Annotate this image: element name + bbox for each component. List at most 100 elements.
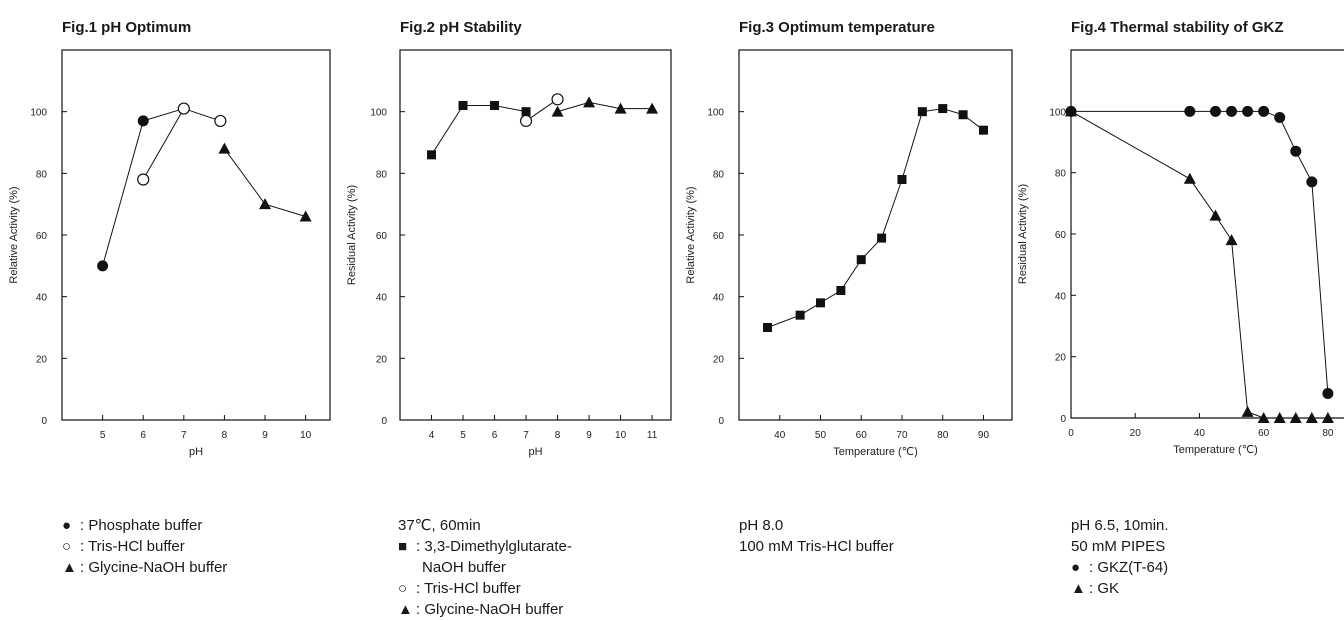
fig2-title: Fig.2 pH Stability [400, 19, 522, 36]
y-axis-label: Residual Activity (%) [1017, 184, 1029, 284]
data-point-filled-triangle [1241, 405, 1254, 417]
fig1-legend-tris: ○: Tris-HCl buffer [62, 536, 227, 557]
y-tick-label: 0 [1060, 414, 1066, 425]
filled-triangle-icon: ▲ [1071, 580, 1086, 597]
x-tick-label: 80 [1322, 428, 1334, 439]
x-tick-label: 10 [300, 430, 312, 441]
data-point-filled-square [815, 298, 825, 308]
data-point-filled-triangle [583, 96, 596, 108]
fig1-notes: ● : Phosphate buffer ○: Tris-HCl buffer ▲… [62, 515, 227, 578]
x-tick-label: 60 [1258, 428, 1270, 439]
data-point-open-circle [214, 114, 227, 128]
data-point-filled-square [897, 175, 907, 184]
x-tick-label: 8 [222, 430, 228, 441]
x-tick-label: 6 [140, 430, 146, 441]
data-point-open-circle [137, 173, 150, 186]
x-tick-label: 80 [937, 430, 949, 441]
fig3-note-buffer: 100 mM Tris-HCl buffer [739, 538, 894, 555]
x-tick-label: 7 [523, 430, 529, 441]
legend-label: : Phosphate buffer [80, 517, 203, 534]
x-tick-label: 8 [555, 430, 561, 441]
fig1-legend-phosphate: ● : Phosphate buffer [62, 515, 227, 536]
filled-triangle-icon: ▲ [398, 601, 413, 618]
data-point-filled-square [917, 107, 927, 117]
x-tick-label: 60 [856, 430, 868, 441]
series-line [102, 108, 184, 266]
y-axis-label: Residual Activity (%) [346, 185, 358, 285]
y-tick-label: 20 [36, 354, 48, 365]
data-point-filled-circle [1258, 105, 1270, 117]
fig2-chart: 0 20 40 60 80 100 4 5 6 7 8 9 10 11 pH Residual Activit… [346, 49, 672, 458]
data-point-filled-triangle [1273, 412, 1286, 423]
plot-frame [61, 49, 331, 421]
fig2-legend-glycine: ▲: Glycine-NaOH buffer [398, 599, 572, 620]
fig2-notes: 37℃, 60min ■: 3,3-Dimethylglutarate- NaO… [398, 515, 572, 620]
y-tick-label: 20 [1055, 353, 1067, 364]
panel-fig2: Fig.2 pH Stability 0 20 40 60 80 100 4 5 6 7 8 9 10 1… [340, 0, 680, 618]
x-tick-label: 5 [100, 430, 106, 441]
data-point-filled-square [938, 104, 948, 114]
data-point-filled-circle [1306, 176, 1318, 188]
data-point-filled-triangle [1321, 412, 1334, 423]
filled-circle-icon: ● [1071, 559, 1081, 576]
series-line [557, 101, 653, 113]
x-tick-label: 50 [815, 430, 827, 441]
fig4-note-buffer: 50 mM PIPES [1071, 538, 1166, 555]
data-point-filled-triangle [1225, 234, 1238, 246]
y-tick-label: 0 [41, 416, 47, 427]
data-point-filled-square [836, 286, 846, 295]
y-tick-label: 40 [376, 293, 388, 304]
data-point-filled-circle [1226, 105, 1238, 117]
data-point-filled-triangle [1065, 105, 1077, 117]
x-tick-label: 9 [262, 430, 268, 441]
series-line [1071, 110, 1329, 394]
y-tick-label: 60 [713, 231, 725, 242]
legend-label: : GKZ(T-64) [1089, 559, 1169, 576]
y-tick-label: 80 [713, 169, 725, 180]
data-point-filled-triangle [551, 105, 564, 117]
series-line [142, 107, 221, 180]
data-point-filled-circle [1242, 105, 1254, 117]
fig4-notes: pH 6.5, 10min. 50 mM PIPES ●: GKZ(T-64) … [1071, 515, 1169, 599]
x-tick-label: 40 [774, 430, 786, 441]
filled-circle-icon: ● [62, 517, 72, 534]
data-point-filled-circle [1210, 105, 1221, 117]
fig4-note-ph: pH 6.5, 10min. [1071, 517, 1169, 534]
y-tick-label: 0 [381, 416, 387, 427]
data-point-filled-triangle [1289, 412, 1302, 423]
fig3-title: Fig.3 Optimum temperature [739, 19, 935, 36]
legend-label: : GK [1089, 580, 1120, 597]
filled-triangle-icon: ▲ [62, 559, 77, 576]
y-tick-label: 80 [36, 169, 48, 180]
x-tick-label: 9 [586, 430, 592, 441]
legend-label: : Tris-HCl buffer [416, 580, 521, 597]
panel-fig4: Fig.4 Thermal stability of GKZ 0 20 40 60 80… [1017, 0, 1344, 604]
fig1-title: Fig.1 pH Optimum [62, 19, 192, 36]
series-line [1070, 110, 1328, 419]
y-axis-label: Relative Activity (%) [8, 186, 20, 283]
legend-label: : Glycine-NaOH buffer [80, 559, 228, 576]
x-tick-label: 11 [647, 430, 658, 441]
fig4-legend-gkz: ● : GKZ(T-64) [1071, 557, 1169, 578]
fig3-note-ph: pH 8.0 [739, 517, 784, 534]
data-point-filled-circle [1184, 105, 1196, 117]
y-tick-label: 40 [713, 293, 725, 304]
data-point-filled-triangle [1183, 172, 1196, 184]
series-line [431, 105, 527, 156]
y-tick-label: 80 [1055, 169, 1067, 180]
x-axis-label: Temperature (℃) [1173, 444, 1258, 456]
x-axis-label: pH [189, 446, 203, 458]
y-tick-label: 60 [36, 231, 48, 242]
y-tick-label: 100 [1049, 107, 1066, 118]
plot-frame [399, 49, 672, 421]
y-tick-label: 20 [376, 354, 388, 365]
open-circle-icon: ○ [398, 580, 408, 597]
y-tick-label: 60 [376, 231, 388, 242]
x-tick-label: 5 [460, 430, 466, 441]
y-tick-label: 80 [376, 169, 388, 180]
y-tick-label: 20 [713, 354, 725, 365]
fig4-title: Fig.4 Thermal stability of GKZ [1071, 19, 1284, 36]
x-tick-label: 4 [429, 430, 435, 441]
y-tick-label: 60 [1055, 230, 1067, 241]
x-axis-label: pH [528, 446, 542, 458]
